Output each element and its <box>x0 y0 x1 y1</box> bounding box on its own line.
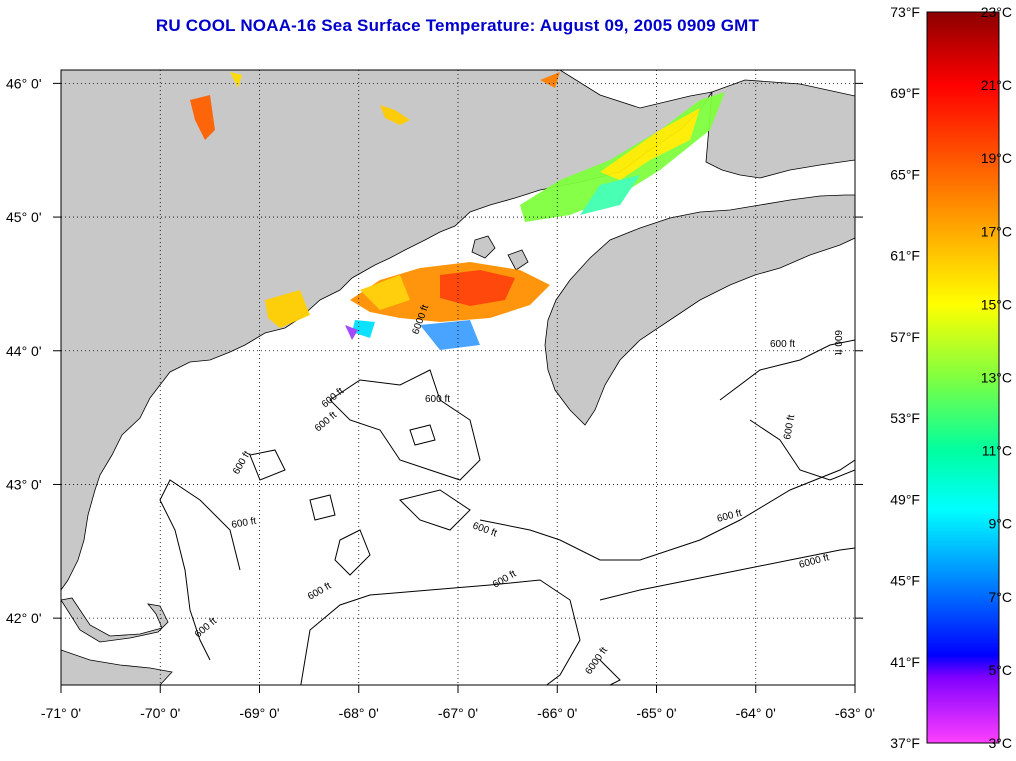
colorbar-c-label: 17°C <box>981 223 1012 239</box>
map-area: 600 ft 600 ft 600 ft 600 ft 600 ft 600 f… <box>6 69 875 721</box>
lon-tick-label: -63° 0' <box>835 705 875 721</box>
colorbar-gradient <box>926 11 1000 744</box>
colorbar-f-label: 73°F <box>890 4 920 20</box>
latitude-axis: 46° 0' 45° 0' 44° 0' 43° 0' 42° 0' <box>6 75 863 626</box>
colorbar-c-label: 11°C <box>982 443 1012 459</box>
lat-tick-label: 46° 0' <box>6 75 42 91</box>
contour-label: 600 ft <box>782 414 797 441</box>
colorbar-f-label: 65°F <box>890 166 920 182</box>
contour-label: 600 ft <box>425 394 450 405</box>
longitude-axis: -71° 0' -70° 0' -69° 0' -68° 0' -67° 0' -66° … <box>41 685 875 721</box>
land-new-brunswick <box>705 79 855 179</box>
lon-tick-label: -69° 0' <box>239 705 279 721</box>
colorbar-f-label: 45°F <box>890 573 920 589</box>
colorbar-f-label: 37°F <box>890 735 920 751</box>
land-cape-cod <box>61 597 169 643</box>
colorbar-f-label: 53°F <box>890 410 920 426</box>
map-title: RU COOL NOAA-16 Sea Surface Temperature:… <box>155 16 760 35</box>
lon-tick-label: -66° 0' <box>537 705 577 721</box>
land-southern-mass <box>61 649 173 685</box>
colorbar-celsius-labels: 23°C 21°C 19°C 17°C 15°C 13°C 11°C 9°C 7°C 5°C 3°C <box>981 4 1012 751</box>
colorbar-c-label: 5°C <box>989 662 1013 678</box>
colorbar-f-label: 49°F <box>890 491 920 507</box>
land-island <box>471 235 496 259</box>
colorbar-f-label: 41°F <box>890 654 920 670</box>
colorbar-f-label: 57°F <box>890 329 920 345</box>
sst-swath <box>190 72 725 350</box>
lon-tick-label: -64° 0' <box>736 705 776 721</box>
land-nova-scotia <box>544 194 855 426</box>
lon-tick-label: -70° 0' <box>140 705 180 721</box>
colorbar-c-label: 21°C <box>981 77 1012 93</box>
contour-label: 600 ft <box>231 516 258 531</box>
lat-tick-label: 43° 0' <box>6 476 42 492</box>
lon-tick-label: -65° 0' <box>636 705 676 721</box>
lon-tick-label: -67° 0' <box>438 705 478 721</box>
colorbar-c-label: 7°C <box>989 589 1013 605</box>
colorbar-fahrenheit-labels: 73°F 69°F 65°F 61°F 57°F 53°F 49°F 45°F 41°F 37°F <box>890 4 920 751</box>
colorbar-c-label: 9°C <box>989 516 1013 532</box>
colorbar-c-label: 23°C <box>981 4 1012 20</box>
bathymetry-contours <box>159 339 855 685</box>
colorbar: 73°F 69°F 65°F 61°F 57°F 53°F 49°F 45°F 41°F 37°F… <box>890 4 1012 751</box>
lat-tick-label: 44° 0' <box>6 343 42 359</box>
colorbar-c-label: 15°C <box>981 296 1012 312</box>
colorbar-c-label: 19°C <box>981 150 1012 166</box>
contour-label: 600 ft <box>832 330 843 355</box>
contour-label: 600 ft <box>770 339 795 350</box>
colorbar-c-label: 3°C <box>989 735 1013 751</box>
land-island-2 <box>507 249 529 271</box>
colorbar-c-label: 13°C <box>981 370 1012 386</box>
lon-tick-label: -68° 0' <box>339 705 379 721</box>
colorbar-f-label: 69°F <box>890 85 920 101</box>
lat-tick-label: 45° 0' <box>6 209 42 225</box>
colorbar-f-label: 61°F <box>890 248 920 264</box>
lon-tick-label: -71° 0' <box>41 705 81 721</box>
lat-tick-label: 42° 0' <box>6 610 42 626</box>
